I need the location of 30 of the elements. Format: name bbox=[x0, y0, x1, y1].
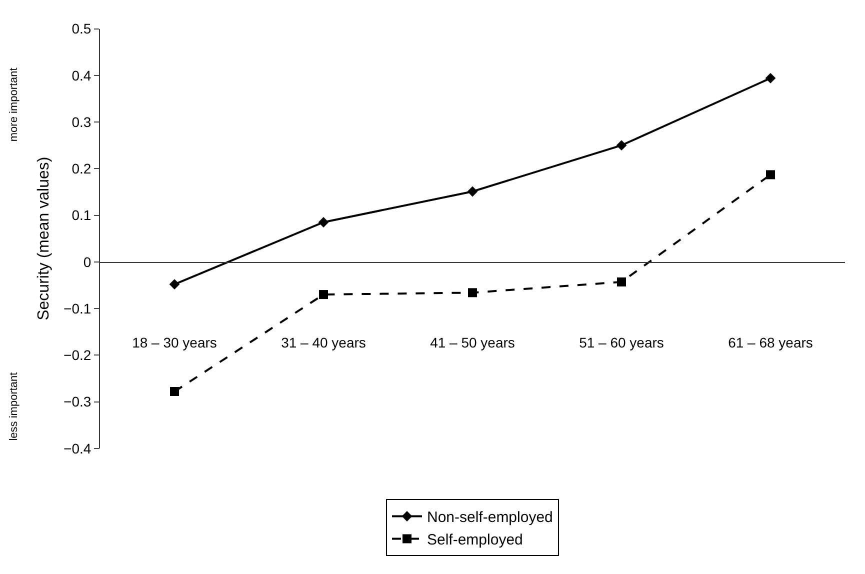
x-tick-label: 31 – 40 years bbox=[281, 334, 366, 351]
y-tick-label: 0 bbox=[83, 254, 92, 270]
point bbox=[170, 387, 179, 396]
y-tick-label: 0.3 bbox=[72, 114, 92, 130]
x-tick-label: 18 – 30 years bbox=[132, 334, 217, 351]
point bbox=[766, 170, 775, 180]
y-tick-label: −0.1 bbox=[64, 300, 92, 316]
legend-label: Non-self-employed bbox=[427, 509, 553, 526]
legend-label: Self-employed bbox=[427, 532, 523, 549]
y-tick-label: 0.4 bbox=[72, 67, 92, 84]
point bbox=[468, 288, 477, 298]
x-tick-label: 51 – 60 years bbox=[579, 334, 664, 351]
y-tick-label: 0.1 bbox=[72, 207, 92, 224]
point bbox=[169, 279, 180, 290]
y-tick-label: −0.3 bbox=[64, 394, 92, 410]
y-tick-label: −0.2 bbox=[64, 347, 92, 364]
point bbox=[318, 217, 329, 228]
point bbox=[319, 290, 328, 300]
point bbox=[616, 140, 627, 151]
text: less important bbox=[8, 372, 20, 441]
x-tick-label: 41 – 50 years bbox=[430, 334, 515, 351]
point bbox=[467, 186, 478, 197]
y-tick-label: 0.5 bbox=[72, 20, 92, 37]
y-axis-title: Security (mean values) bbox=[35, 156, 52, 320]
point bbox=[765, 72, 776, 84]
point bbox=[617, 277, 626, 286]
text: more important bbox=[8, 68, 20, 142]
x-tick-label: 61 – 68 years bbox=[728, 334, 813, 351]
y-tick-label: 0.2 bbox=[72, 160, 92, 177]
y-tick-label: −0.4 bbox=[64, 440, 92, 456]
